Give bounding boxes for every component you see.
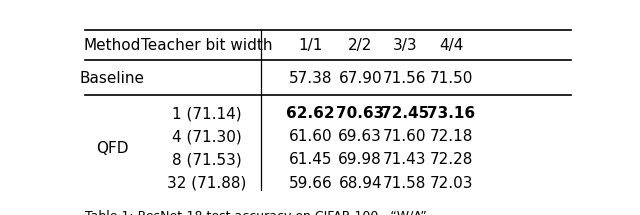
Text: 72.45: 72.45 xyxy=(381,106,429,121)
Text: 61.45: 61.45 xyxy=(289,152,332,167)
Text: 1 (71.14): 1 (71.14) xyxy=(172,106,241,121)
Text: 4/4: 4/4 xyxy=(439,38,463,53)
Text: 62.62: 62.62 xyxy=(286,106,335,121)
Text: 71.43: 71.43 xyxy=(383,152,427,167)
Text: Table 1: ResNet-18 test accuracy on CIFAR-100.  “W/A”: Table 1: ResNet-18 test accuracy on CIFA… xyxy=(85,210,427,215)
Text: 71.60: 71.60 xyxy=(383,129,427,144)
Text: 71.50: 71.50 xyxy=(429,71,473,86)
Text: 69.63: 69.63 xyxy=(339,129,382,144)
Text: 67.90: 67.90 xyxy=(339,71,382,86)
Text: Teacher bit width: Teacher bit width xyxy=(141,38,272,53)
Text: 71.56: 71.56 xyxy=(383,71,427,86)
Text: 32 (71.88): 32 (71.88) xyxy=(167,176,246,190)
Text: 1/1: 1/1 xyxy=(298,38,323,53)
Text: Baseline: Baseline xyxy=(80,71,145,86)
Text: 72.28: 72.28 xyxy=(429,152,473,167)
Text: 72.18: 72.18 xyxy=(429,129,473,144)
Text: 8 (71.53): 8 (71.53) xyxy=(172,152,241,167)
Text: QFD: QFD xyxy=(96,141,129,156)
Text: 2/2: 2/2 xyxy=(348,38,372,53)
Text: 4 (71.30): 4 (71.30) xyxy=(172,129,241,144)
Text: 68.94: 68.94 xyxy=(339,176,382,190)
Text: 69.98: 69.98 xyxy=(339,152,382,167)
Text: 57.38: 57.38 xyxy=(289,71,332,86)
Text: 59.66: 59.66 xyxy=(289,176,333,190)
Text: 71.58: 71.58 xyxy=(383,176,427,190)
Text: 73.16: 73.16 xyxy=(427,106,475,121)
Text: 3/3: 3/3 xyxy=(392,38,417,53)
Text: 61.60: 61.60 xyxy=(289,129,332,144)
Text: 72.03: 72.03 xyxy=(429,176,473,190)
Text: Method: Method xyxy=(84,38,141,53)
Text: 70.63: 70.63 xyxy=(336,106,385,121)
